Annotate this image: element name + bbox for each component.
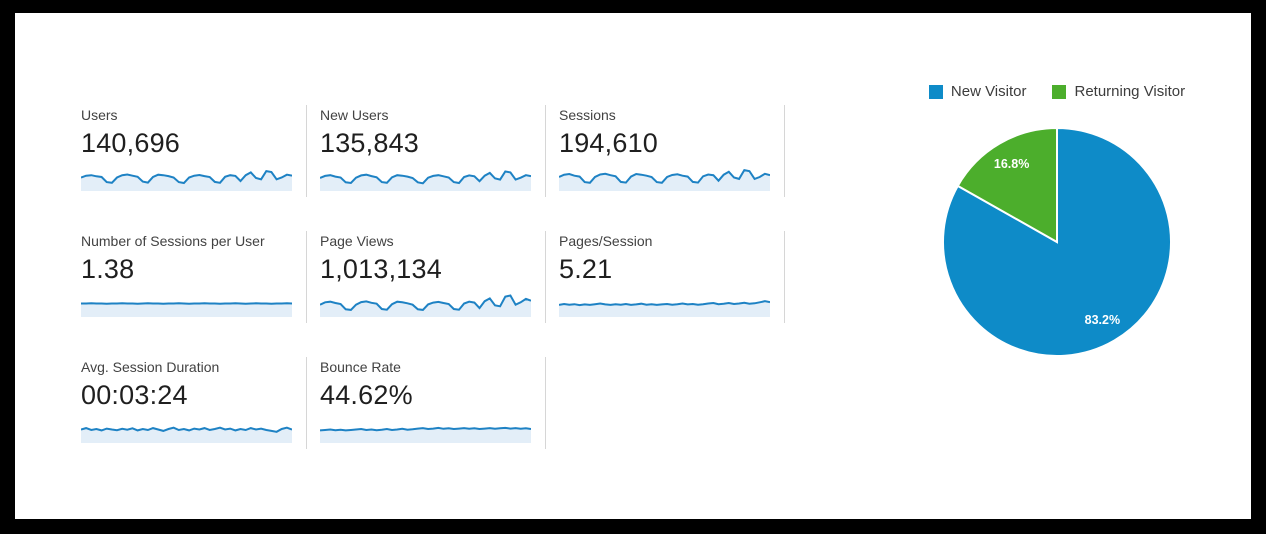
sparkline-chart: [81, 302, 292, 317]
metric-card-page-views: Page Views 1,013,134: [320, 231, 546, 323]
legend-item-new-visitor: New Visitor: [928, 83, 1027, 100]
metric-card-new-users: New Users 135,843: [320, 105, 546, 197]
sparkline-chart: [559, 300, 770, 317]
sparkline-chart: [81, 426, 292, 443]
metric-card-sessions-per-user: Number of Sessions per User 1.38: [81, 231, 307, 323]
report-panel: Users 140,696 New Users 135,843 Sessions…: [15, 13, 1251, 519]
legend-item-returning-visitor: Returning Visitor: [1052, 83, 1185, 100]
metric-value: 135,843: [320, 128, 419, 158]
metric-label: New Users: [320, 107, 389, 123]
pie-slice-percentage-label: 83.2%: [1085, 313, 1120, 327]
metric-value: 140,696: [81, 128, 180, 158]
metric-value: 5.21: [559, 254, 613, 284]
metric-card-bounce-rate: Bounce Rate 44.62%: [320, 357, 546, 449]
sparkline-chart: [81, 169, 292, 191]
pie-slice-returning-visitor: [956, 126, 1058, 244]
metric-value: 1,013,134: [320, 254, 442, 284]
metric-label: Users: [81, 107, 118, 123]
metric-value: 1.38: [81, 254, 135, 284]
metric-card-empty: [559, 357, 785, 449]
metric-cards-grid: Users 140,696 New Users 135,843 Sessions…: [81, 105, 785, 449]
pie-legend: New Visitor Returning Visitor: [928, 83, 1185, 100]
metric-label: Page Views: [320, 233, 394, 249]
legend-label: New Visitor: [950, 83, 1027, 100]
metric-label: Sessions: [559, 107, 616, 123]
metric-card-pages-per-session: Pages/Session 5.21: [559, 231, 785, 323]
new-visitor-swatch-icon: [928, 84, 943, 99]
pie-slice-percentage-label: 16.8%: [994, 157, 1029, 171]
metric-label: Pages/Session: [559, 233, 653, 249]
returning-visitor-swatch-icon: [1052, 84, 1067, 99]
metric-label: Avg. Session Duration: [81, 359, 220, 375]
metric-card-avg-session-duration: Avg. Session Duration 00:03:24: [81, 357, 307, 449]
visitor-type-chart-block: New Visitor Returning Visitor 83.2% 16.8%: [895, 83, 1219, 372]
metric-value: 44.62%: [320, 380, 413, 410]
sparkline-chart: [320, 426, 531, 443]
metric-card-sessions: Sessions 194,610: [559, 105, 785, 197]
metric-label: Bounce Rate: [320, 359, 401, 375]
metric-label: Number of Sessions per User: [81, 233, 265, 249]
sparkline-chart: [320, 170, 531, 191]
metric-value: 00:03:24: [81, 380, 188, 410]
visitor-type-pie-chart: 83.2% 16.8%: [942, 126, 1172, 357]
sparkline-chart: [320, 294, 531, 317]
sparkline-chart: [559, 168, 770, 191]
legend-label: Returning Visitor: [1074, 83, 1186, 100]
metric-card-users: Users 140,696: [81, 105, 307, 197]
metric-value: 194,610: [559, 128, 658, 158]
